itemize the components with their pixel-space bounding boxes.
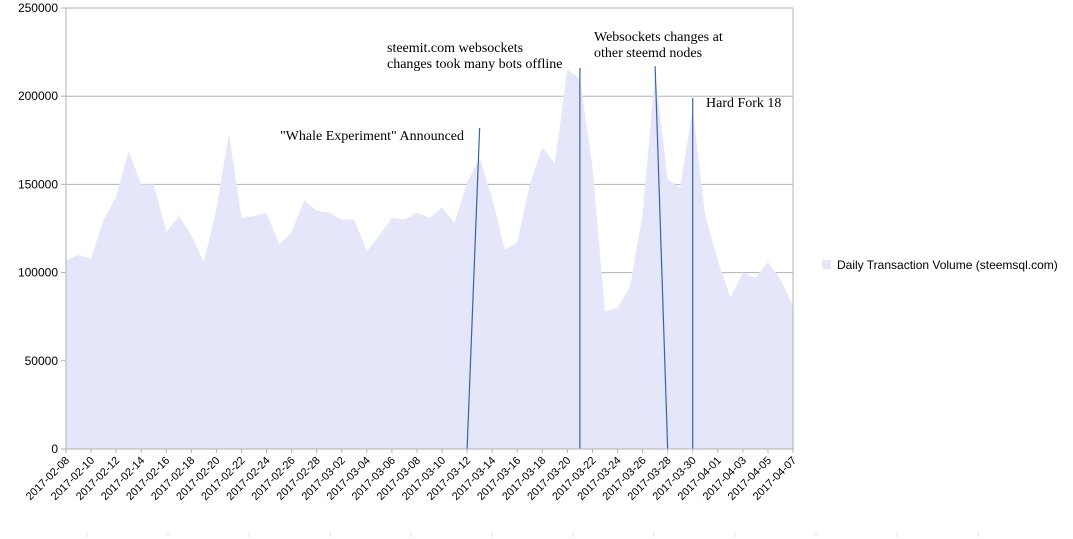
y-tick-label: 0 — [51, 442, 58, 456]
annotation: Hard Fork 18 — [692, 96, 781, 449]
annotation-line — [466, 127, 481, 450]
annotation-text: Hard Fork 18 — [706, 96, 781, 111]
annotation-text: Websockets changes at — [594, 30, 723, 45]
legend-swatch — [822, 260, 831, 269]
y-tick: 0 — [51, 442, 66, 456]
y-tick-label: 50000 — [25, 354, 59, 368]
y-tick: 150000 — [18, 177, 66, 191]
annotation-line — [654, 66, 669, 450]
series-area-daily-transaction-volume — [66, 69, 793, 450]
area-series — [66, 69, 793, 450]
y-tick: 100000 — [18, 266, 66, 280]
annotation-text: changes took many bots offline — [387, 57, 563, 72]
legend-label: Daily Transaction Volume (steemsql.com) — [837, 258, 1058, 272]
y-tick: 50000 — [25, 354, 66, 368]
legend: Daily Transaction Volume (steemsql.com) — [822, 258, 1058, 272]
y-tick-label: 250000 — [18, 1, 58, 15]
annotation: "Whale Experiment" Announced — [280, 127, 481, 450]
annotation-text: other steemd nodes — [594, 46, 702, 61]
y-tick: 250000 — [18, 1, 66, 15]
annotation-text: "Whale Experiment" Announced — [280, 129, 464, 144]
y-tick-label: 150000 — [18, 177, 58, 191]
x-axis: 2017-02-082017-02-102017-02-122017-02-14… — [24, 448, 979, 537]
annotations: "Whale Experiment" Announcedsteemit.com … — [280, 30, 781, 450]
y-tick-label: 100000 — [18, 266, 58, 280]
y-tick-label: 200000 — [18, 89, 58, 103]
annotation-text: steemit.com websockets — [387, 41, 523, 56]
y-axis: 0 50000 100000 150000 200000 250000 — [18, 1, 794, 456]
y-tick: 200000 — [18, 89, 66, 103]
